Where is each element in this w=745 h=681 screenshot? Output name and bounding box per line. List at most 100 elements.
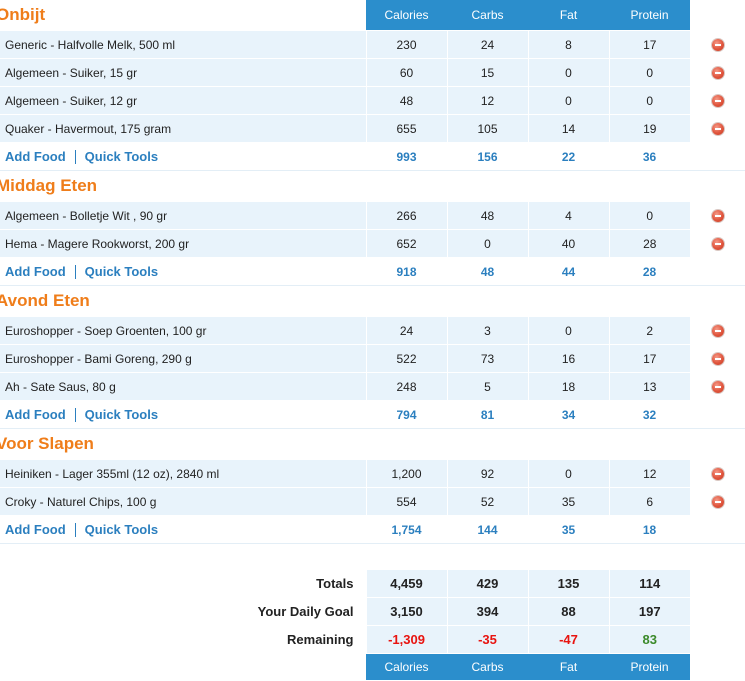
meal-actions: Add Food Quick Tools — [0, 400, 366, 429]
meal-total-fat: 44 — [528, 257, 609, 286]
meal-total-fat: 35 — [528, 515, 609, 544]
food-name[interactable]: Quaker - Havermout, 175 gram — [0, 114, 366, 143]
meal-total-protein: 36 — [609, 142, 690, 171]
meal-title-cell: Middag Eten — [0, 170, 366, 202]
delete-cell — [690, 201, 745, 230]
remove-icon[interactable] — [712, 325, 724, 338]
meal-actions: Add Food Quick Tools — [0, 257, 366, 286]
footer-column-header-fat: Fat — [528, 653, 609, 681]
empty-cell — [528, 544, 609, 571]
food-name[interactable]: Hema - Magere Rookworst, 200 gr — [0, 229, 366, 258]
add-food-link[interactable]: Add Food — [5, 148, 66, 164]
empty-cell — [366, 285, 447, 317]
meal-total-calories: 918 — [366, 257, 447, 286]
meal-total-carbs: 144 — [447, 515, 528, 544]
food-fat: 18 — [527, 372, 609, 401]
food-row: Quaker - Havermout, 175 gram 655 105 14 19 — [0, 114, 745, 143]
empty-cell — [447, 544, 528, 571]
remove-icon[interactable] — [712, 95, 724, 108]
food-row: Euroshopper - Soep Groenten, 100 gr 24 3 0 2 — [0, 316, 745, 345]
remove-icon[interactable] — [712, 496, 724, 509]
food-name[interactable]: Euroshopper - Bami Goreng, 290 g — [0, 344, 366, 373]
quick-tools-link[interactable]: Quick Tools — [84, 521, 159, 537]
remove-icon[interactable] — [712, 381, 724, 394]
remove-icon[interactable] — [712, 238, 724, 251]
remove-icon[interactable] — [712, 67, 724, 80]
food-name[interactable]: Heiniken - Lager 355ml (12 oz), 2840 ml — [0, 459, 366, 488]
remove-icon[interactable] — [712, 210, 724, 223]
food-row: Ah - Sate Saus, 80 g 248 5 18 13 — [0, 372, 745, 401]
food-row: Croky - Naturel Chips, 100 g 554 52 35 6 — [0, 487, 745, 516]
quick-tools-link[interactable]: Quick Tools — [84, 406, 159, 422]
remaining-row-calories: -1,309 — [365, 625, 447, 654]
food-name[interactable]: Algemeen - Suiker, 15 gr — [0, 58, 366, 87]
empty-cell — [0, 653, 366, 681]
food-carbs: 5 — [446, 372, 528, 401]
daily-goal-row-carbs: 394 — [446, 597, 528, 626]
meal-title: Middag Eten — [0, 176, 98, 195]
remove-icon[interactable] — [712, 123, 724, 136]
food-fat: 0 — [527, 459, 609, 488]
food-name[interactable]: Algemeen - Bolletje Wit , 90 gr — [0, 201, 366, 230]
food-calories: 522 — [365, 344, 447, 373]
remove-icon[interactable] — [712, 468, 724, 481]
remove-icon[interactable] — [712, 39, 724, 52]
food-name[interactable]: Algemeen - Suiker, 12 gr — [0, 86, 366, 115]
delete-cell — [690, 58, 745, 87]
food-calories: 655 — [365, 114, 447, 143]
food-calories: 1,200 — [365, 459, 447, 488]
meal-title-cell: Onbijt — [0, 0, 366, 31]
column-header-protein: Protein — [609, 0, 690, 31]
food-calories: 60 — [365, 58, 447, 87]
meal-total-carbs: 48 — [447, 257, 528, 286]
empty-cell — [690, 257, 745, 286]
empty-cell — [690, 142, 745, 171]
food-protein: 0 — [608, 201, 690, 230]
food-protein: 13 — [608, 372, 690, 401]
quick-tools-link[interactable]: Quick Tools — [84, 148, 159, 164]
food-protein: 2 — [608, 316, 690, 345]
empty-cell — [528, 428, 609, 460]
meal-header-row: Middag Eten — [0, 170, 745, 202]
empty-cell — [609, 170, 690, 202]
food-calories: 248 — [365, 372, 447, 401]
empty-cell — [447, 428, 528, 460]
food-protein: 19 — [608, 114, 690, 143]
food-fat: 0 — [527, 316, 609, 345]
empty-cell — [690, 170, 745, 202]
food-name[interactable]: Euroshopper - Soep Groenten, 100 gr — [0, 316, 366, 345]
delete-cell — [690, 316, 745, 345]
food-name[interactable]: Croky - Naturel Chips, 100 g — [0, 487, 366, 516]
empty-cell — [366, 544, 447, 571]
daily-goal-row-protein: 197 — [608, 597, 690, 626]
delete-cell — [690, 114, 745, 143]
meal-total-protein: 18 — [609, 515, 690, 544]
empty-cell — [609, 285, 690, 317]
food-name[interactable]: Ah - Sate Saus, 80 g — [0, 372, 366, 401]
meal-title: Avond Eten — [0, 291, 90, 310]
empty-cell — [609, 544, 690, 571]
meal-actions: Add Food Quick Tools — [0, 142, 366, 171]
delete-cell — [690, 229, 745, 258]
add-food-link[interactable]: Add Food — [5, 406, 66, 422]
add-food-link[interactable]: Add Food — [5, 521, 66, 537]
meal-title: Voor Slapen — [0, 434, 94, 453]
remove-icon[interactable] — [712, 353, 724, 366]
column-header-carbs: Carbs — [447, 0, 528, 31]
food-row: Heiniken - Lager 355ml (12 oz), 2840 ml 1… — [0, 459, 745, 488]
empty-cell — [690, 515, 745, 544]
food-carbs: 24 — [446, 30, 528, 59]
food-calories: 554 — [365, 487, 447, 516]
delete-cell — [690, 487, 745, 516]
food-name[interactable]: Generic - Halfvolle Melk, 500 ml — [0, 30, 366, 59]
food-carbs: 3 — [446, 316, 528, 345]
meal-actions: Add Food Quick Tools — [0, 515, 366, 544]
quick-tools-link[interactable]: Quick Tools — [84, 263, 159, 279]
totals-row-calories: 4,459 — [365, 570, 447, 598]
column-header-fat: Fat — [528, 0, 609, 31]
food-carbs: 92 — [446, 459, 528, 488]
add-food-link[interactable]: Add Food — [5, 263, 66, 279]
empty-cell — [690, 544, 745, 571]
food-calories: 652 — [365, 229, 447, 258]
